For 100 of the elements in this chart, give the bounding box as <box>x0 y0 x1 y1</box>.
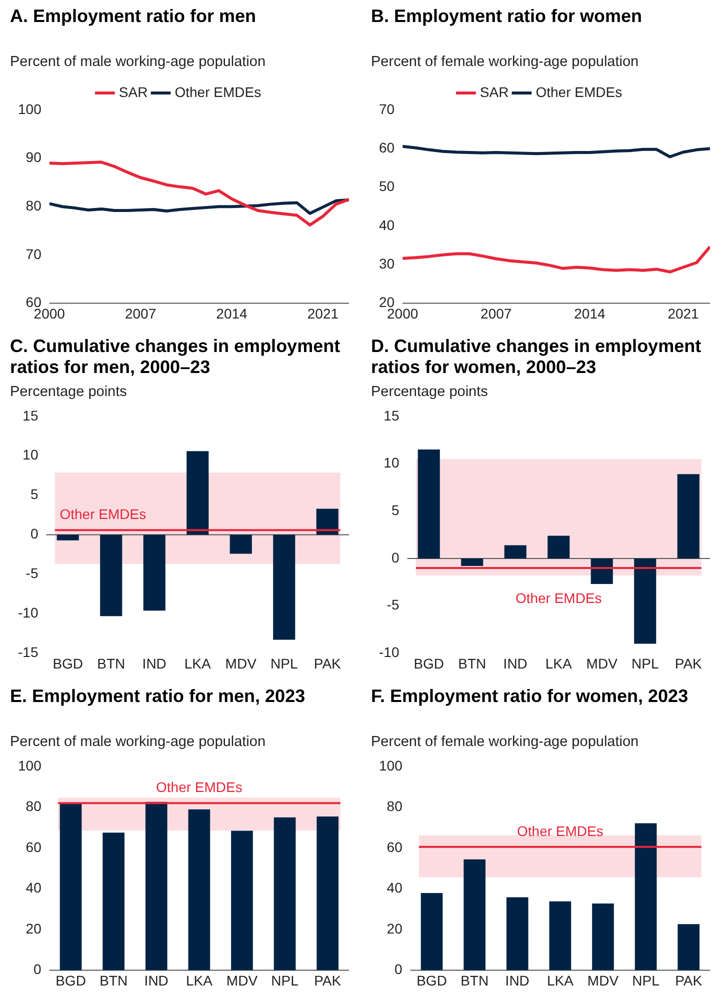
x-tick-label: BGD <box>52 655 84 672</box>
y-tick-label: 0 <box>30 526 38 542</box>
ref-line-label: Other EMDEs <box>60 506 146 522</box>
bar <box>634 823 657 970</box>
y-tick-label: 80 <box>26 798 42 814</box>
bar <box>60 804 82 970</box>
bar <box>461 558 484 566</box>
legend-label: Other EMDEs <box>174 84 262 100</box>
bar <box>464 859 486 970</box>
x-tick-label: PAK <box>314 972 342 988</box>
x-tick-label: 2021 <box>668 305 700 322</box>
x-tick-label: MDV <box>226 972 258 988</box>
x-tick-label: LKA <box>545 655 573 672</box>
x-tick-label: LKA <box>184 655 212 672</box>
y-tick-label: 70 <box>26 246 42 262</box>
x-tick-label: PAK <box>675 972 703 988</box>
legend-label: Other EMDEs <box>536 84 622 100</box>
y-tick-label: 100 <box>18 757 42 774</box>
x-tick-label: BGD <box>414 655 444 672</box>
x-tick-label: IND <box>144 972 168 988</box>
y-tick-label: 5 <box>30 486 38 502</box>
x-tick-label: BGD <box>56 972 86 988</box>
y-tick-label: 60 <box>378 140 395 156</box>
bar <box>316 816 339 970</box>
x-tick-label: 2014 <box>216 305 248 322</box>
x-tick-label: BGD <box>416 972 447 988</box>
y-tick-label: 10 <box>22 446 38 463</box>
y-axis-title: Percentage points <box>371 384 489 400</box>
chart-title: F. Employment ratio for women, 2023 <box>371 686 690 708</box>
x-tick-label: NPL <box>270 655 298 672</box>
x-tick-label: 2007 <box>124 305 156 322</box>
y-tick-label: 40 <box>26 880 42 896</box>
x-tick-label: BTN <box>100 972 128 988</box>
x-tick-label: IND <box>142 655 166 672</box>
y-tick-label: 20 <box>386 920 403 936</box>
x-tick-label: 2014 <box>574 305 606 322</box>
ref-line-label: Other EMDEs <box>517 822 604 839</box>
y-tick-label: 70 <box>378 100 395 117</box>
y-tick-label: 100 <box>379 757 403 774</box>
x-tick-label: IND <box>503 655 528 672</box>
x-tick-label: NPL <box>271 972 299 988</box>
x-tick-label: MDV <box>586 655 618 672</box>
y-tick-label: 80 <box>386 798 403 814</box>
y-tick-label: 0 <box>394 961 403 978</box>
y-tick-label: 60 <box>26 838 42 855</box>
y-tick-label: 0 <box>34 961 42 978</box>
x-tick-label: NPL <box>632 972 660 988</box>
bar <box>420 892 443 970</box>
bar <box>231 830 253 970</box>
bar <box>678 924 700 970</box>
y-tick-label: 40 <box>386 880 403 896</box>
y-tick-label: -5 <box>386 596 400 613</box>
ref-line-label: Other EMDEs <box>156 778 242 795</box>
y-tick-label: 100 <box>18 100 42 117</box>
y-tick-label: 0 <box>391 549 400 566</box>
chart-title: A. Employment ratio for men <box>10 6 258 28</box>
bar <box>143 534 166 611</box>
chart-title: E. Employment ratio for men, 2023 <box>10 686 306 708</box>
y-tick-label: 90 <box>26 149 42 166</box>
legend-label: SAR <box>118 84 148 100</box>
bar <box>186 451 209 535</box>
y-axis-title: Percent of female working-age population <box>371 734 640 750</box>
y-tick-label: 30 <box>378 255 395 272</box>
y-axis-title: Percent of male working-age population <box>10 734 267 750</box>
y-tick-label: 10 <box>384 454 400 471</box>
x-tick-label: NPL <box>632 655 659 672</box>
bar <box>102 832 124 970</box>
y-tick-label: -15 <box>18 644 38 660</box>
bar <box>592 904 614 970</box>
y-axis-title: Percent of male working-age population <box>10 54 267 70</box>
x-tick-label: BTN <box>460 972 489 988</box>
bar <box>316 508 338 535</box>
x-tick-label: MDV <box>225 655 258 672</box>
y-axis-title: Percentage points <box>10 384 128 400</box>
chart-title: D. Cumulative changes in employment ratios for women, 2000–23 <box>371 336 702 379</box>
y-tick-label: 15 <box>384 407 400 424</box>
y-tick-label: 80 <box>26 197 42 214</box>
x-tick-label: LKA <box>186 972 214 988</box>
x-tick-label: BTN <box>458 655 486 672</box>
x-tick-label: PAK <box>674 655 703 672</box>
y-tick-label: 50 <box>378 178 395 194</box>
bar <box>100 534 122 616</box>
ref-line-label: Other EMDEs <box>515 590 602 606</box>
bar <box>418 450 440 558</box>
x-tick-label: 2021 <box>307 305 339 322</box>
bar <box>548 536 570 558</box>
y-tick-label: 40 <box>378 216 395 233</box>
y-tick-label: 20 <box>26 920 42 936</box>
chart-title: C. Cumulative changes in employment ratios for men, 2000–23 <box>10 336 342 379</box>
y-tick-label: 15 <box>22 407 38 424</box>
y-axis-title: Percent of female working-age population <box>371 54 640 70</box>
y-tick-label: -10 <box>18 604 38 621</box>
bar <box>634 558 656 644</box>
bar <box>506 897 528 970</box>
bar <box>273 534 296 640</box>
x-tick-label: IND <box>505 972 530 988</box>
y-tick-label: 60 <box>386 838 403 855</box>
x-tick-label: LKA <box>546 972 574 988</box>
y-tick-label: 5 <box>391 502 400 518</box>
bar <box>230 534 252 554</box>
